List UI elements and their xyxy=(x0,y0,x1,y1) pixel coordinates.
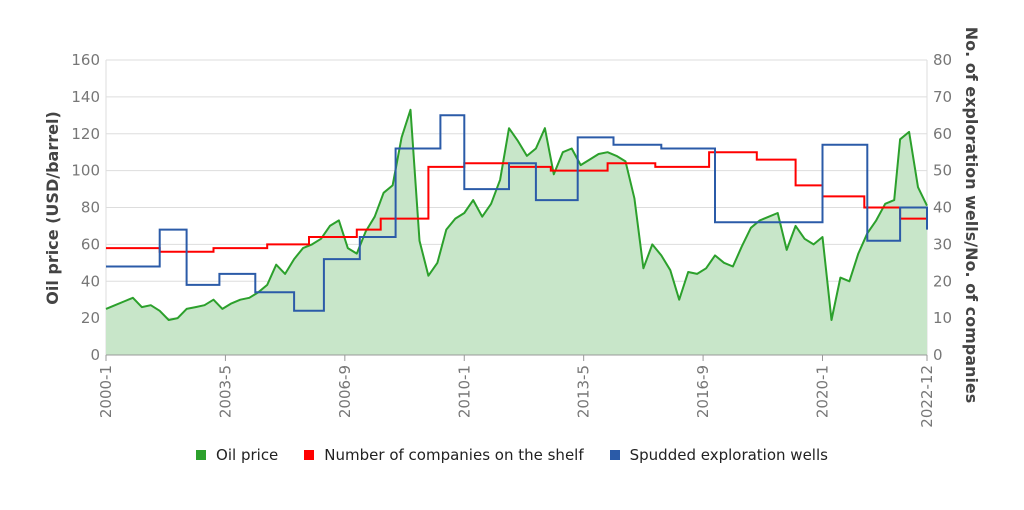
x-tick-label: 2010-1 xyxy=(455,365,473,418)
y-left-tick-label: 40 xyxy=(81,272,100,290)
y-right-tick-label: 60 xyxy=(933,125,952,143)
oil-price-line xyxy=(105,108,928,321)
x-tick-label: 2013-5 xyxy=(575,365,593,418)
x-tick-label: 2020-1 xyxy=(814,365,832,418)
y-left-tick-label: 120 xyxy=(71,125,100,143)
legend-swatch-oil-price xyxy=(196,450,207,460)
legend-label-wells: Spudded exploration wells xyxy=(629,446,828,464)
left-axis-title: Oil price (USD/barrel) xyxy=(43,111,62,305)
y-left-tick-label: 20 xyxy=(81,309,100,327)
y-left-tick-label: 160 xyxy=(71,51,100,69)
x-tick-label: 2000-1 xyxy=(97,365,115,418)
legend-item-companies[interactable]: Number of companies on the shelf xyxy=(304,446,584,464)
legend-item-oil-price[interactable]: Oil price xyxy=(196,446,278,464)
axes: 0 0 20 10 40 20 60 30 80 40 100 50 120 60 140 70 160 80 20… xyxy=(71,51,952,428)
oil-price-area xyxy=(106,109,927,355)
chart: 0 0 20 10 40 20 60 30 80 40 100 50 120 60 140 70 160 80 20… xyxy=(43,27,981,428)
y-left-tick-label: 60 xyxy=(81,235,100,253)
x-tick-label: 2022-12 xyxy=(918,365,936,428)
y-right-tick-label: 50 xyxy=(933,162,952,180)
y-right-tick-label: 80 xyxy=(933,51,952,69)
wells-step-line xyxy=(106,114,928,312)
plot-area xyxy=(105,108,928,355)
y-left-tick-label: 80 xyxy=(81,199,100,217)
x-tick-label: 2006-9 xyxy=(336,365,354,418)
y-right-tick-label: 30 xyxy=(933,235,952,253)
y-right-tick-label: 70 xyxy=(933,88,952,106)
y-right-tick-label: 20 xyxy=(933,272,952,290)
y-right-tick-label: 10 xyxy=(933,309,952,327)
legend-swatch-companies xyxy=(304,450,315,460)
legend-swatch-wells xyxy=(609,450,620,460)
y-right-tick-label: 40 xyxy=(933,199,952,217)
x-tick-label: 2003-5 xyxy=(216,365,234,418)
legend: Oil price Number of companies on the she… xyxy=(0,446,1024,464)
x-tick-label: 2016-9 xyxy=(694,365,712,418)
y-left-tick-label: 100 xyxy=(71,162,100,180)
legend-item-wells[interactable]: Spudded exploration wells xyxy=(609,446,828,464)
y-left-tick-label: 0 xyxy=(90,346,100,364)
right-axis-title: No. of exploration wells/No. of companie… xyxy=(962,27,981,404)
legend-label-oil-price: Oil price xyxy=(216,446,279,464)
legend-label-companies: Number of companies on the shelf xyxy=(324,446,584,464)
y-left-tick-label: 140 xyxy=(71,88,100,106)
y-right-tick-label: 0 xyxy=(933,346,943,364)
